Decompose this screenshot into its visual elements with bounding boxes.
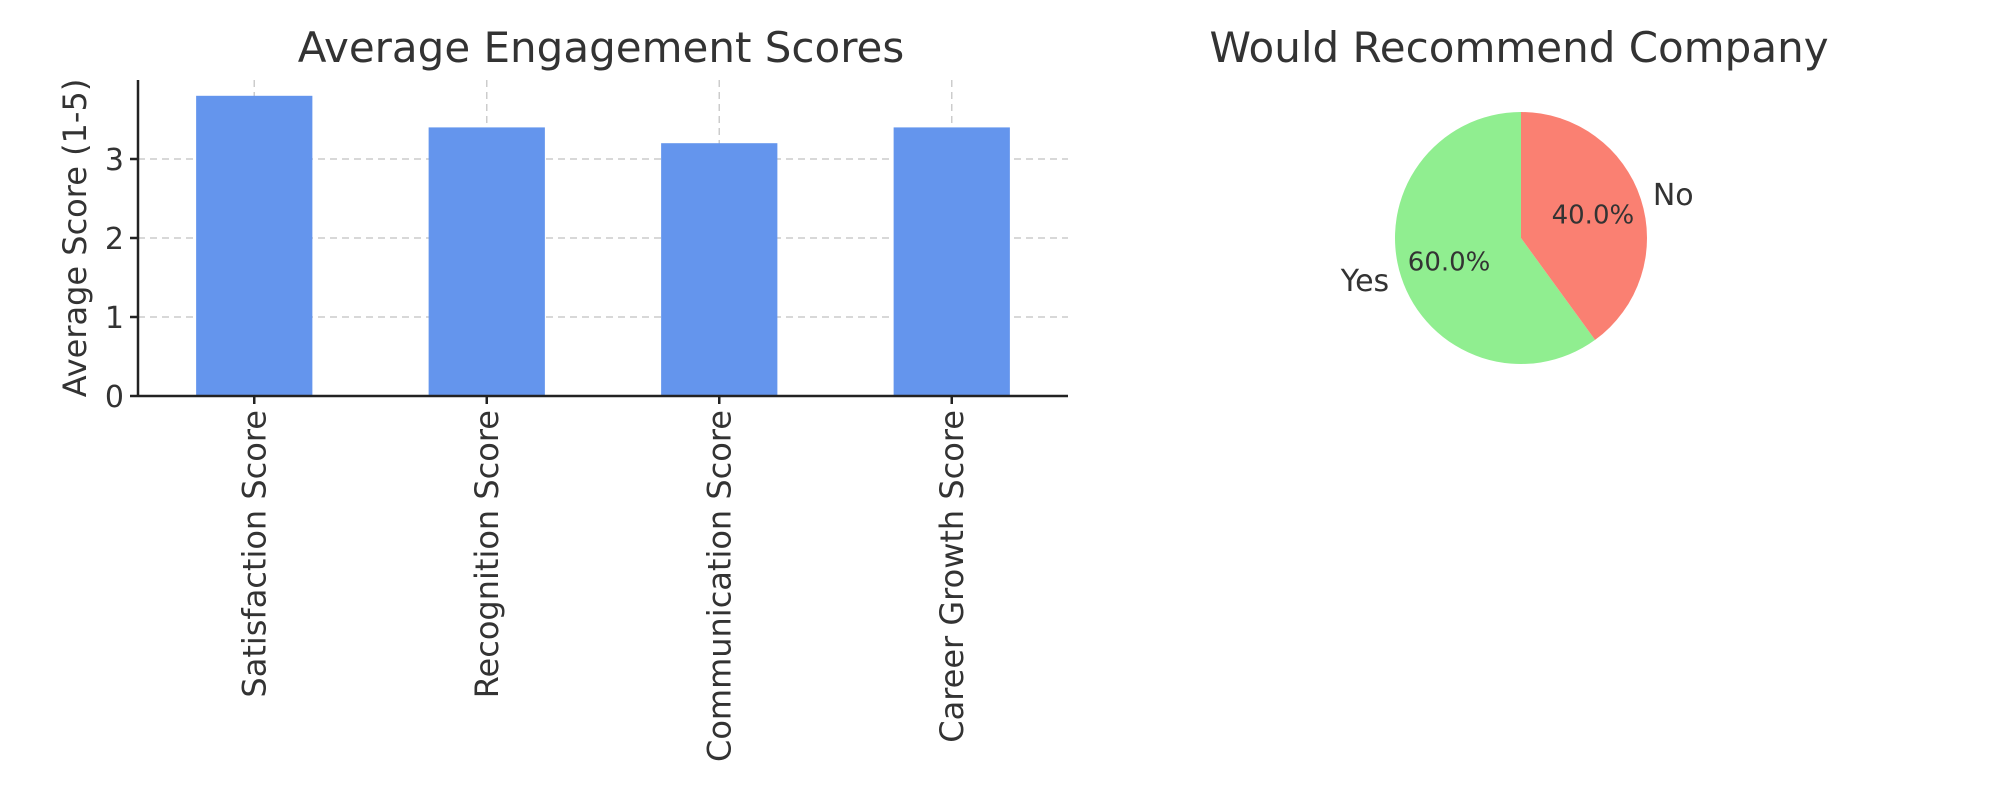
y-axis-label: Average Score (1-5) — [56, 79, 94, 398]
bar-chart: Average Engagement Scores Average Score … — [56, 23, 1068, 762]
y-tick-label: 1 — [105, 301, 124, 336]
bar — [661, 143, 778, 396]
x-tick-label: Communication Score — [700, 410, 738, 762]
pie-slice — [1395, 112, 1596, 364]
bar-chart-title: Average Engagement Scores — [298, 23, 905, 72]
y-tick-labels: 0 1 2 3 — [105, 143, 124, 415]
bar — [893, 127, 1010, 397]
x-tick-label: Career Growth Score — [933, 410, 971, 743]
x-tick-label: Satisfaction Score — [235, 410, 273, 698]
pie-chart-title: Would Recommend Company — [1209, 23, 1828, 72]
pie-slice — [1521, 112, 1648, 340]
x-tick-label: Recognition Score — [468, 410, 506, 698]
bar — [196, 95, 313, 397]
bar-axes — [130, 80, 1068, 404]
pie-pct-label: 40.0% — [1552, 201, 1635, 231]
x-tick-labels: Satisfaction Score Recognition Score Commu… — [235, 410, 971, 762]
pie-slice-label: Yes — [1340, 264, 1389, 299]
pie-slices — [1395, 112, 1648, 364]
pie-pct-label: 60.0% — [1408, 247, 1491, 277]
bar — [428, 127, 545, 397]
pie-chart: Would Recommend Company Yes 60.0% No 40.0% — [1209, 23, 1829, 364]
y-tick-label: 3 — [105, 143, 124, 178]
pie-slice-label: No — [1653, 178, 1694, 213]
y-tick-label: 2 — [105, 222, 124, 257]
pie-labels: Yes 60.0% No 40.0% — [1340, 178, 1694, 299]
bar-marks — [196, 95, 1010, 397]
y-tick-label: 0 — [105, 380, 124, 415]
